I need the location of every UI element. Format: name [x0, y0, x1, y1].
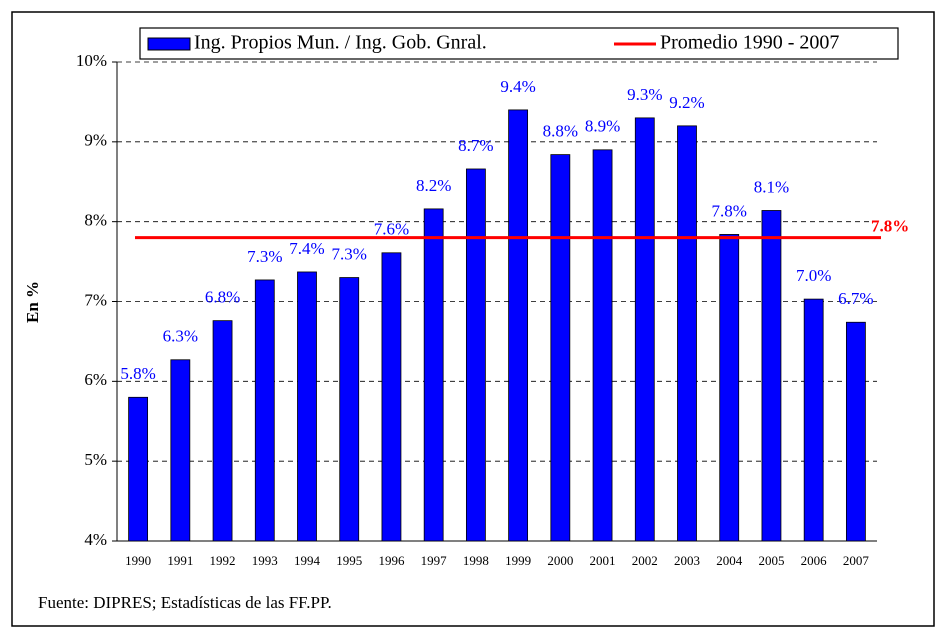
bar	[465, 168, 486, 542]
bar	[508, 109, 529, 542]
bar	[423, 208, 444, 542]
bar	[128, 396, 149, 542]
bar	[761, 210, 782, 542]
x-tick-label: 2001	[590, 553, 616, 568]
data-label: 6.3%	[163, 327, 198, 346]
data-label: 9.3%	[627, 85, 662, 104]
data-label: 9.2%	[669, 93, 704, 112]
data-label: 8.2%	[416, 176, 451, 195]
y-tick-label: 5%	[84, 450, 107, 469]
x-tick-label: 1994	[294, 553, 321, 568]
legend-label: Ing. Propios Mun. / Ing. Gob. Gnral.	[194, 32, 487, 54]
y-tick-label: 9%	[84, 131, 107, 150]
data-label: 7.8%	[712, 201, 747, 220]
data-label: 7.3%	[332, 244, 367, 263]
x-tick-label: 1997	[421, 553, 448, 568]
bar	[212, 320, 233, 542]
x-tick-label: 1990	[125, 553, 151, 568]
source-note: Fuente: DIPRES; Estadísticas de las FF.P…	[38, 593, 332, 612]
legend	[139, 27, 899, 60]
legend-label: Promedio 1990 - 2007	[660, 32, 839, 54]
y-axis-label: En %	[23, 281, 42, 323]
x-tick-label: 2007	[843, 553, 870, 568]
legend-swatch	[147, 37, 191, 51]
x-tick-label: 1999	[505, 553, 531, 568]
x-tick-label: 2006	[801, 553, 828, 568]
x-tick-label: 2003	[674, 553, 700, 568]
data-label: 6.7%	[838, 289, 873, 308]
x-tick-label: 2002	[632, 553, 658, 568]
y-tick-label: 7%	[84, 290, 107, 309]
bar	[592, 149, 613, 542]
data-label: 5.8%	[120, 364, 155, 383]
data-label: 9.4%	[500, 77, 535, 96]
data-label: 8.9%	[585, 117, 620, 136]
x-tick-label: 2004	[716, 553, 743, 568]
x-tick-label: 1993	[252, 553, 278, 568]
data-label: 8.1%	[754, 177, 789, 196]
bar	[845, 321, 866, 542]
x-tick-label: 1992	[210, 553, 236, 568]
data-label: 7.0%	[796, 266, 831, 285]
bar	[634, 117, 655, 542]
data-label: 8.8%	[543, 122, 578, 141]
x-tick-label: 1995	[336, 553, 362, 568]
x-tick-label: 1996	[378, 553, 405, 568]
bar	[297, 271, 317, 542]
data-label: 6.8%	[205, 288, 240, 307]
x-tick-label: 1991	[167, 553, 193, 568]
data-label: 7.3%	[247, 247, 282, 266]
bar	[550, 154, 571, 542]
x-tick-label: 2000	[547, 553, 573, 568]
x-tick-label: 1998	[463, 553, 489, 568]
bar	[803, 298, 824, 542]
data-label: 8.7%	[458, 136, 493, 155]
data-label: 7.6%	[374, 220, 409, 239]
bar	[254, 279, 275, 542]
y-tick-label: 8%	[84, 211, 107, 230]
bar	[339, 277, 360, 542]
bar	[170, 359, 191, 542]
data-label: 7.4%	[289, 239, 324, 258]
average-label: 7.8%	[871, 217, 909, 236]
y-tick-label: 10%	[76, 51, 107, 70]
y-tick-label: 4%	[84, 530, 107, 549]
bar	[677, 125, 697, 542]
bar	[719, 234, 740, 542]
x-tick-label: 2005	[758, 553, 784, 568]
y-tick-label: 6%	[84, 370, 107, 389]
bar	[381, 252, 402, 542]
